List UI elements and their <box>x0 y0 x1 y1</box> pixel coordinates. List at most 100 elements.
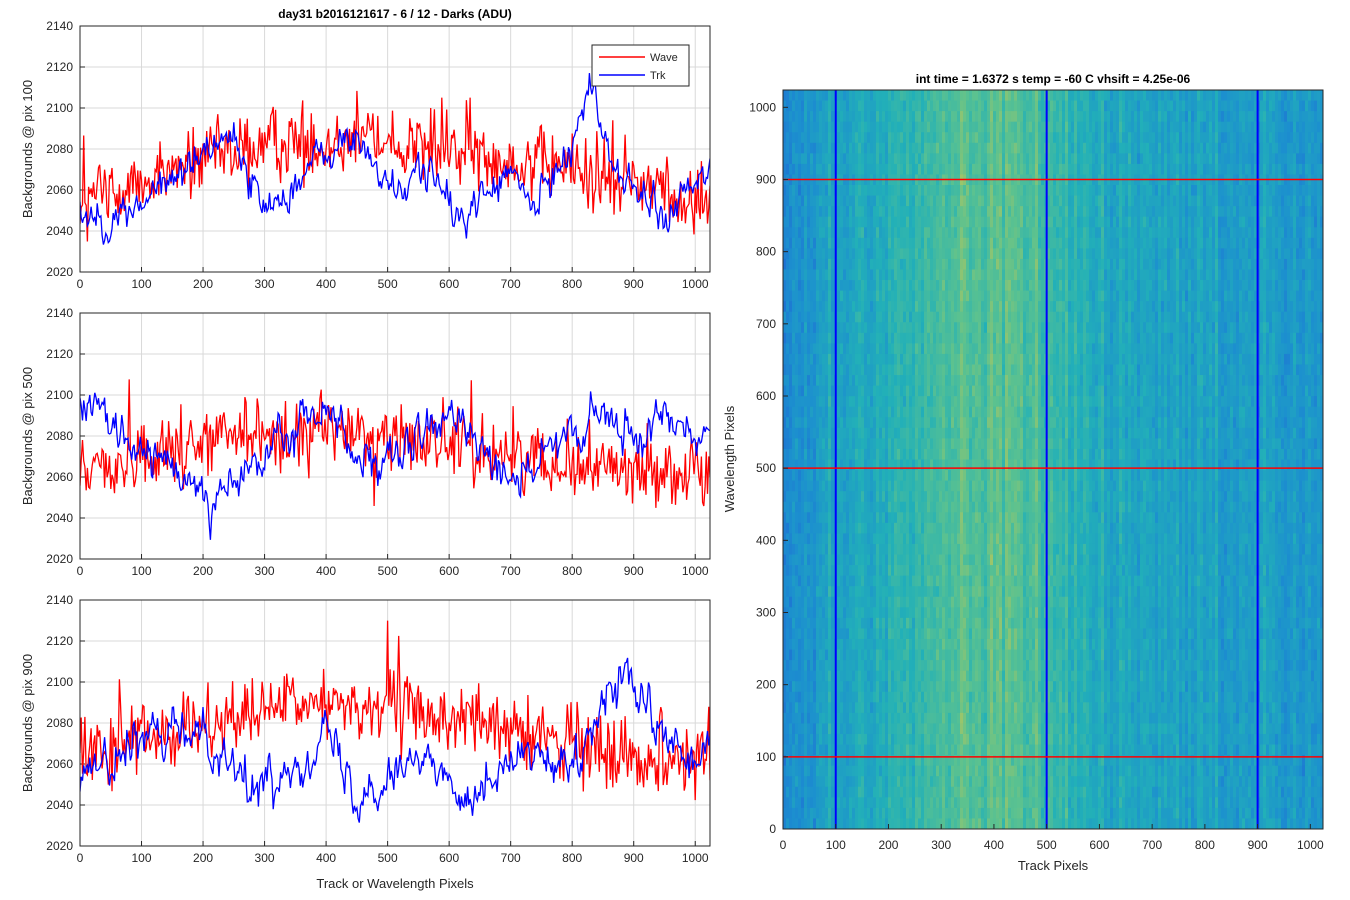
heatmap-cell <box>873 258 877 270</box>
heatmap-cell <box>828 818 832 829</box>
heatmap-cell <box>912 596 916 608</box>
heatmap-cell <box>975 385 979 397</box>
heatmap-cell <box>837 491 841 503</box>
heatmap-cell <box>861 195 865 207</box>
heatmap-cell <box>897 501 901 513</box>
heatmap-cell <box>945 427 949 439</box>
heatmap-cell <box>840 702 844 714</box>
heatmap-cell <box>900 512 904 524</box>
heatmap-cell <box>828 491 832 503</box>
heatmap-cell <box>960 575 964 587</box>
heatmap-cell <box>807 163 811 175</box>
heatmap-cell <box>879 702 883 714</box>
heatmap-cell <box>921 90 925 101</box>
heatmap-cell <box>876 797 880 809</box>
heatmap-cell <box>783 628 787 640</box>
heatmap-cell <box>885 258 889 270</box>
heatmap-cell <box>951 670 955 682</box>
heatmap-cell <box>984 269 988 281</box>
heatmap-cell <box>813 807 817 819</box>
heatmap-cell <box>846 702 850 714</box>
heatmap-cell <box>915 132 919 144</box>
heatmap-cell <box>786 522 790 534</box>
heatmap-cell <box>918 470 922 482</box>
heatmap-cell <box>831 702 835 714</box>
heatmap-cell <box>894 311 898 323</box>
heatmap-cell <box>912 227 916 239</box>
heatmap-cell <box>984 227 988 239</box>
heatmap-cell <box>879 533 883 545</box>
heatmap-cell <box>813 269 817 281</box>
heatmap-cell <box>948 132 952 144</box>
heatmap-cell <box>798 111 802 123</box>
heatmap-cell <box>864 258 868 270</box>
heatmap-cell <box>822 755 826 767</box>
heatmap-cell <box>804 142 808 154</box>
heatmap-cell <box>954 617 958 629</box>
heatmap-cell <box>954 111 958 123</box>
heatmap-cell <box>882 565 886 577</box>
heatmap-cell <box>927 586 931 598</box>
heatmap-cell <box>978 406 982 418</box>
heatmap-cell <box>825 438 829 450</box>
heatmap-cell <box>843 638 847 650</box>
heatmap-cell <box>936 406 940 418</box>
heatmap-cell <box>843 332 847 344</box>
heatmap-cell <box>969 660 973 672</box>
heatmap-cell <box>906 522 910 534</box>
heatmap-cell <box>816 375 820 386</box>
heatmap-cell <box>882 660 886 672</box>
heatmap-cell <box>819 364 823 376</box>
heatmap-cell <box>849 290 853 302</box>
heatmap-cell <box>858 227 862 239</box>
heatmap-cell <box>966 132 970 144</box>
heatmap-cell <box>957 702 961 714</box>
heatmap-cell <box>894 776 898 788</box>
heatmap-cell <box>906 691 910 703</box>
heatmap-cell <box>912 280 916 291</box>
heatmap-cell <box>897 185 901 196</box>
heatmap-cell <box>891 375 895 386</box>
heatmap-cell <box>870 385 874 397</box>
heatmap-cell <box>822 691 826 703</box>
heatmap-cell <box>822 797 826 809</box>
heatmap-cell <box>951 396 955 408</box>
heatmap-cell <box>948 438 952 450</box>
heatmap-cell <box>810 586 814 598</box>
heatmap-cell <box>936 353 940 365</box>
heatmap-cell <box>816 427 820 439</box>
heatmap-cell <box>978 543 982 555</box>
heatmap-cell <box>930 448 934 460</box>
heatmap-cell <box>882 227 886 239</box>
heatmap-cell <box>870 216 874 228</box>
heatmap-cell <box>822 364 826 376</box>
heatmap-cell <box>936 322 940 334</box>
heatmap-cell <box>795 364 799 376</box>
heatmap-cell <box>936 512 940 524</box>
heatmap-cell <box>981 733 985 745</box>
heatmap-cell <box>957 121 961 133</box>
heatmap-cell <box>882 132 886 144</box>
heatmap-cell <box>897 396 901 408</box>
heatmap-cell <box>876 332 880 344</box>
heatmap-cell <box>876 744 880 756</box>
heatmap-cell <box>861 353 865 365</box>
heatmap-cell <box>846 660 850 672</box>
heatmap-cell <box>783 565 787 577</box>
heatmap-cell <box>864 733 868 745</box>
heatmap-cell <box>873 301 877 313</box>
heatmap-cell <box>792 301 796 313</box>
heatmap-cell <box>909 554 913 566</box>
heatmap-cell <box>948 533 952 545</box>
heatmap-cell <box>900 396 904 408</box>
heatmap-cell <box>855 575 859 587</box>
heatmap-cell <box>954 649 958 661</box>
heatmap-cell <box>810 216 814 228</box>
heatmap-cell <box>807 691 811 703</box>
heatmap-cell <box>921 353 925 365</box>
heatmap-cell <box>864 438 868 450</box>
heatmap-cell <box>810 417 814 429</box>
heatmap-cell <box>846 206 850 218</box>
heatmap-cell <box>813 406 817 418</box>
heatmap-cell <box>786 470 790 482</box>
